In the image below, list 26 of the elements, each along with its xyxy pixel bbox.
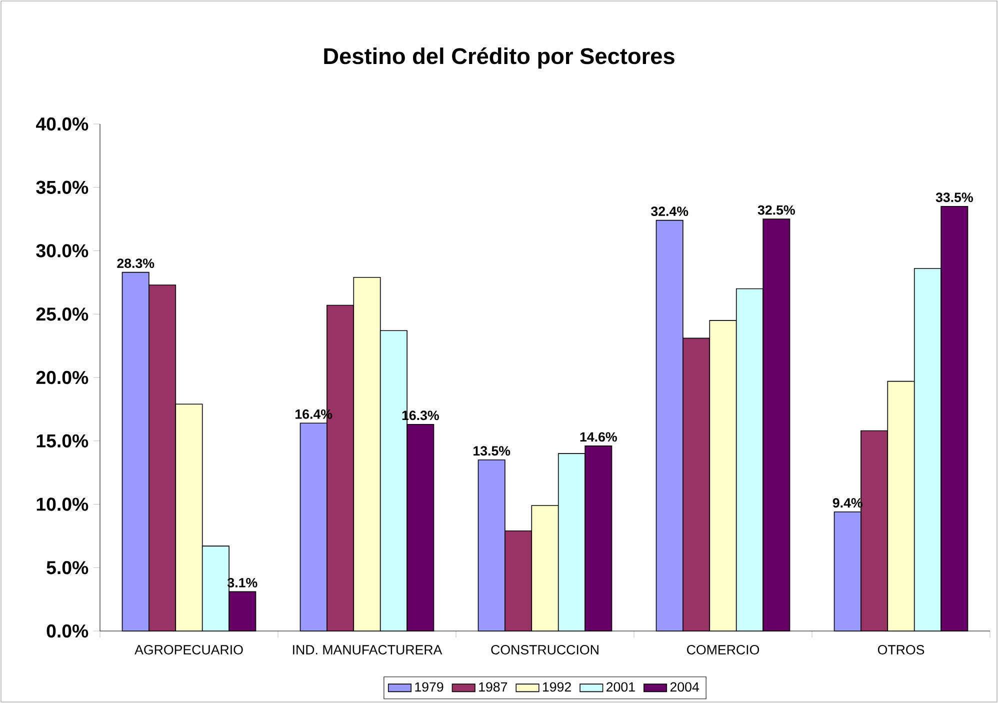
legend-label: 1992 <box>542 682 571 692</box>
data-label: 32.5% <box>758 205 795 215</box>
legend-label: 1979 <box>415 682 444 692</box>
y-tick-label: 40.0% <box>36 117 88 131</box>
legend-label: 2001 <box>606 682 635 692</box>
y-tick-label: 20.0% <box>36 370 88 384</box>
legend-label: 2004 <box>670 682 699 692</box>
data-label: 28.3% <box>117 258 154 268</box>
x-tick-label: IND. MANUFACTURERA <box>293 645 442 654</box>
y-tick-label: 25.0% <box>36 308 88 321</box>
y-tick-label: 15.0% <box>36 434 88 448</box>
chart-title: Destino del Crédito por Sectores <box>324 47 674 69</box>
x-tick-label: AGROPECUARIO <box>134 645 243 654</box>
y-tick-label: 5.0% <box>46 561 88 574</box>
x-tick-label: CONSTRUCCION <box>491 645 598 654</box>
y-tick-label: 0.0% <box>46 624 88 638</box>
data-label: 14.6% <box>580 432 617 442</box>
x-tick-label: OTROS <box>878 645 924 654</box>
y-tick-label: 10.0% <box>36 498 88 511</box>
data-label: 32.4% <box>651 206 688 216</box>
y-tick-label: 35.0% <box>36 180 88 194</box>
data-label: 13.5% <box>474 446 510 456</box>
data-label: 33.5% <box>936 192 973 202</box>
legend-label: 1987 <box>479 682 508 692</box>
y-tick-label: 30.0% <box>36 244 88 258</box>
x-tick-label: COMERCIO <box>687 645 760 654</box>
